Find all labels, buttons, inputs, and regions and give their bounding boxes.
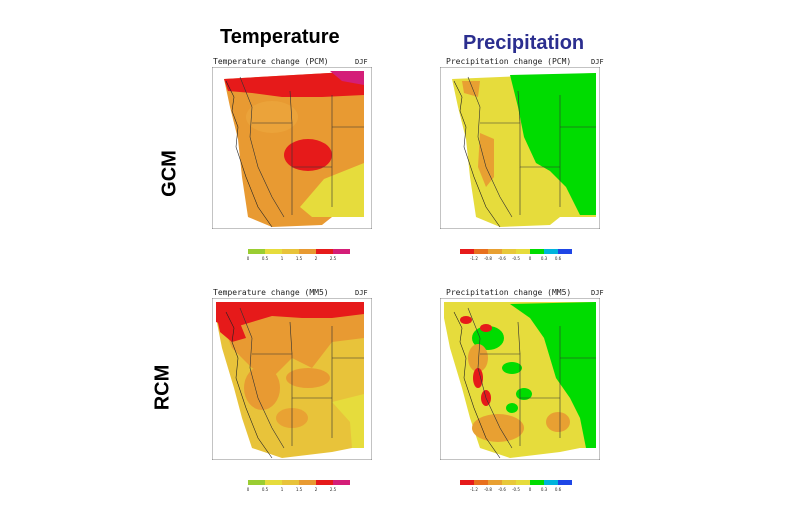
- tick-label: 0: [528, 487, 532, 492]
- tick-label: 1: [280, 487, 284, 492]
- tick-label: 1: [280, 256, 284, 261]
- tick-label: -0.8: [484, 487, 492, 492]
- tick-label: 1.5: [295, 487, 303, 492]
- temp-gcm-season-label: DJF: [355, 58, 368, 66]
- tick-label: 0.5: [261, 487, 269, 492]
- tick-label: -0.8: [484, 256, 492, 261]
- tick-label: -0.5: [512, 487, 520, 492]
- precip-rcm-season-label: DJF: [591, 289, 604, 297]
- tick-label: 0: [528, 256, 532, 261]
- temp-rcm-season-label: DJF: [355, 289, 368, 297]
- precip-gcm-colorbar-ticks: -1.2 -0.8 -0.6 -0.5 0 0.3 0.6: [460, 256, 572, 262]
- temp-rcm-colorbar: [248, 480, 350, 485]
- precip-gcm-map: [440, 67, 600, 229]
- temp-rcm-map: [212, 298, 372, 460]
- tick-label: 0.5: [261, 256, 269, 261]
- tick-label: -0.5: [512, 256, 520, 261]
- tick-label: 0.3: [540, 256, 548, 261]
- tick-label: -1.2: [470, 256, 478, 261]
- tick-label: 0.3: [540, 487, 548, 492]
- precipitation-column-title: Precipitation: [463, 32, 585, 54]
- temp-gcm-panel-title: Temperature change (PCM): [213, 57, 329, 66]
- tick-label: -0.6: [498, 487, 506, 492]
- precip-gcm-panel-title: Precipitation change (PCM): [446, 57, 572, 66]
- tick-label: 2.5: [329, 487, 337, 492]
- temp-gcm-colorbar-ticks: 0 0.5 1 1.5 2 2.5: [246, 256, 350, 262]
- precip-rcm-map: [440, 298, 600, 460]
- tick-label: 2.5: [329, 256, 337, 261]
- tick-label: 0: [246, 487, 250, 492]
- precip-rcm-colorbar-ticks: -1.2 -0.8 -0.6 -0.5 0 0.3 0.6: [460, 487, 572, 493]
- tick-label: -1.2: [470, 487, 478, 492]
- precip-gcm-colorbar: [460, 249, 572, 254]
- tick-label: 2: [314, 256, 318, 261]
- temp-gcm-map: [212, 67, 372, 229]
- tick-label: 2: [314, 487, 318, 492]
- temperature-column-title: Temperature: [220, 26, 340, 48]
- tick-label: 0.6: [554, 487, 562, 492]
- gcm-row-title: GCM: [158, 150, 181, 197]
- temp-gcm-colorbar: [248, 249, 350, 254]
- tick-label: -0.6: [498, 256, 506, 261]
- rcm-row-title: RCM: [151, 364, 174, 411]
- precip-rcm-colorbar: [460, 480, 572, 485]
- temp-rcm-panel-title: Temperature change (MM5): [213, 288, 329, 297]
- tick-label: 0: [246, 256, 250, 261]
- tick-label: 0.6: [554, 256, 562, 261]
- temp-rcm-colorbar-ticks: 0 0.5 1 1.5 2 2.5: [246, 487, 350, 493]
- tick-label: 1.5: [295, 256, 303, 261]
- precip-rcm-panel-title: Precipitation change (MM5): [446, 288, 572, 297]
- precip-gcm-season-label: DJF: [591, 58, 604, 66]
